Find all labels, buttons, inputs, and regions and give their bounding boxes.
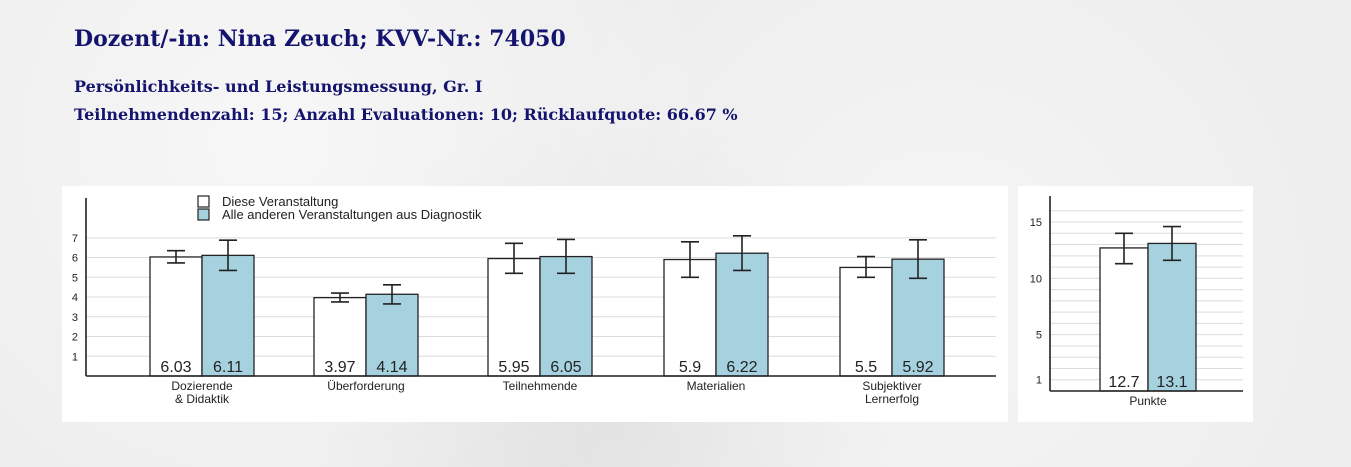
axes xyxy=(85,198,996,377)
bar xyxy=(663,258,717,377)
y-tick-label: 2 xyxy=(72,332,78,344)
error-bars xyxy=(1115,225,1181,265)
value-labels: 12.7 13.1 xyxy=(1108,374,1187,391)
bar xyxy=(1147,242,1197,392)
value-label: 12.7 xyxy=(1108,374,1139,391)
value-label: 5.9 xyxy=(679,359,701,376)
y-tick-label: 1 xyxy=(1036,375,1042,387)
bar xyxy=(539,255,593,377)
value-label: 3.97 xyxy=(324,359,355,376)
x-tick-label: Überforderung xyxy=(327,379,404,393)
value-label: 6.22 xyxy=(726,359,757,376)
y-tick-label: 1 xyxy=(72,351,78,363)
y-tick-label: 5 xyxy=(1036,330,1042,342)
y-tick-labels: 1 2 3 4 5 6 7 xyxy=(72,233,78,363)
x-tick-label: Teilnehmende xyxy=(503,379,578,393)
legend-label-other-courses: Alle anderen Veranstaltungen aus Diagnos… xyxy=(222,207,482,222)
bar xyxy=(201,254,255,377)
bar xyxy=(487,257,541,377)
bar xyxy=(715,252,769,377)
value-label: 5.92 xyxy=(902,359,933,376)
y-tick-label: 5 xyxy=(72,272,78,284)
x-category-labels: Punkte xyxy=(1129,394,1167,408)
main-bar-chart: 6.03 6.11 3.97 4.14 5.95 6.05 5.9 6.22 5.5 5.92 1… xyxy=(72,194,996,406)
y-tick-label: 15 xyxy=(1030,217,1042,229)
value-label: 6.03 xyxy=(160,359,191,376)
y-tick-label: 3 xyxy=(72,312,78,324)
bars xyxy=(1099,242,1197,392)
x-tick-label: Materialien xyxy=(687,379,746,393)
bar xyxy=(1099,247,1149,392)
value-labels: 6.03 6.11 3.97 4.14 5.95 6.05 5.9 6.22 5.5 5.92 xyxy=(160,359,933,376)
course-stats: Teilnehmendenzahl: 15; Anzahl Evaluation… xyxy=(74,105,738,124)
value-label: 6.05 xyxy=(550,359,581,376)
bar xyxy=(891,258,945,377)
y-tick-label: 4 xyxy=(72,292,78,304)
value-label: 5.5 xyxy=(855,359,877,376)
y-tick-label: 7 xyxy=(72,233,78,245)
bar xyxy=(365,293,419,377)
error-bars xyxy=(167,235,927,305)
legend: Diese Veranstaltung Alle anderen Veranst… xyxy=(197,194,482,222)
x-tick-label: Dozierende & Didaktik xyxy=(171,379,233,406)
axes xyxy=(1049,196,1243,392)
points-chart-panel: 12.7 13.1 1 5 10 15 Punkte xyxy=(1018,186,1253,422)
legend-swatch-other-courses xyxy=(197,208,210,221)
value-label: 6.11 xyxy=(213,359,243,376)
page-title: Dozent/-in: Nina Zeuch; KVV-Nr.: 74050 xyxy=(74,26,566,52)
main-chart-panel: 6.03 6.11 3.97 4.14 5.95 6.05 5.9 6.22 5.5 5.92 1… xyxy=(62,186,1008,422)
bar xyxy=(313,296,367,377)
value-label: 13.1 xyxy=(1156,374,1187,391)
x-tick-label: Punkte xyxy=(1129,394,1167,408)
value-label: 4.14 xyxy=(376,359,407,376)
course-name: Persönlichkeits- und Leistungsmessung, G… xyxy=(74,77,483,96)
y-tick-label: 6 xyxy=(72,253,78,265)
legend-label-this-course: Diese Veranstaltung xyxy=(222,194,338,209)
value-label: 5.95 xyxy=(498,359,529,376)
x-category-labels: Dozierende & Didaktik Überforderung Teilneh… xyxy=(171,379,921,406)
legend-swatch-this-course xyxy=(197,195,210,208)
x-tick-label: Subjektiver Lernerfolg xyxy=(862,379,921,406)
bars xyxy=(149,252,945,377)
y-tick-label: 10 xyxy=(1030,273,1042,285)
